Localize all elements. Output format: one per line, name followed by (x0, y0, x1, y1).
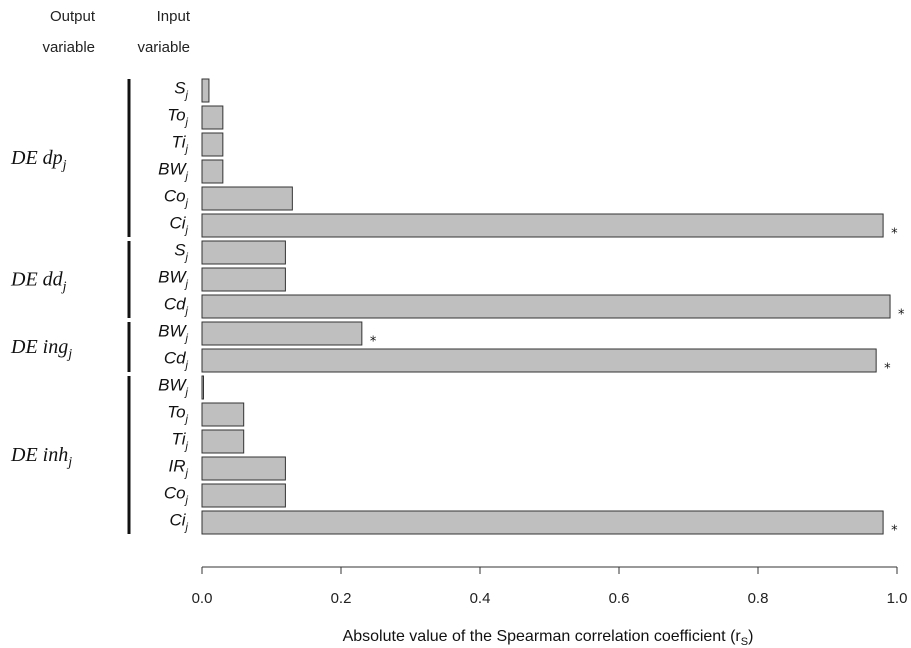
output-variable-label: DE ingj (10, 336, 72, 362)
input-variable-label: Tij (172, 430, 189, 453)
bar-de-inh-ti (201, 429, 245, 454)
x-axis: 0.0 0.2 0.4 0.6 0.8 1.0 (192, 566, 908, 607)
output-variable-label: DE dpj (10, 147, 67, 173)
input-variable-label: BWj (158, 376, 188, 399)
bar-de-dp-ti (201, 132, 224, 157)
x-tick-label: 0.6 (609, 590, 630, 607)
input-variable-label: Tij (172, 133, 189, 156)
x-tick-label: 0.4 (470, 590, 491, 607)
input-variable-label: BWj (158, 160, 188, 183)
input-header-line1: Input (157, 8, 191, 25)
bar-de-dd-cd (201, 294, 891, 319)
bar-de-dd-bw (201, 267, 286, 292)
input-variable-label: IRj (169, 457, 189, 480)
output-header-line2: variable (42, 39, 95, 56)
input-variable-label: Sj (174, 79, 188, 102)
significance-star: * (891, 227, 898, 242)
significance-star: * (898, 308, 905, 323)
input-variable-label: Cdj (164, 349, 189, 372)
bar-de-ing-bw (201, 321, 363, 346)
output-variable-label: DE inhj (10, 444, 72, 470)
x-axis-label: Absolute value of the Spearman correlati… (343, 628, 754, 648)
input-variable-label: Sj (174, 241, 188, 264)
bar-de-inh-co (201, 483, 286, 508)
bar-de-dp-bw (201, 159, 224, 184)
bar-de-dp-s (201, 78, 210, 103)
output-header-line1: Output (50, 8, 96, 25)
input-variable-label: Coj (164, 484, 189, 507)
bar-de-inh-to (201, 402, 245, 427)
x-tick-label: 0.2 (331, 590, 352, 607)
bar-de-ing-cd (201, 348, 877, 373)
input-variable-label: Toj (167, 106, 188, 129)
significance-star: * (891, 524, 898, 539)
x-tick-label: 0.8 (748, 590, 769, 607)
input-variable-label: Toj (167, 403, 188, 426)
input-variable-label: BWj (158, 322, 188, 345)
input-variable-label: Coj (164, 187, 189, 210)
significance-star: * (884, 362, 891, 377)
x-tick-label: 1.0 (887, 590, 908, 607)
input-variable-label: Cij (169, 511, 188, 534)
x-tick-label: 0.0 (192, 590, 213, 607)
output-variable-label: DE ddj (10, 269, 67, 295)
input-variable-label: BWj (158, 268, 188, 291)
bar-de-dd-s (201, 240, 286, 265)
plot-area: Sj Toj Tij BWj Coj Cij * DE dpj Sj BWj Cdj * DE ddj B… (10, 78, 905, 539)
bar-de-dp-to (201, 105, 224, 130)
bar-de-dp-ci (201, 213, 884, 238)
input-variable-label: Cdj (164, 295, 189, 318)
bar-de-inh-bw (201, 375, 204, 400)
significance-star: * (370, 335, 377, 350)
bar-de-inh-ci (201, 510, 884, 535)
bar-de-dp-co (201, 186, 293, 211)
input-header-line2: variable (137, 39, 190, 56)
bar-de-inh-ir (201, 456, 286, 481)
input-variable-label: Cij (169, 214, 188, 237)
